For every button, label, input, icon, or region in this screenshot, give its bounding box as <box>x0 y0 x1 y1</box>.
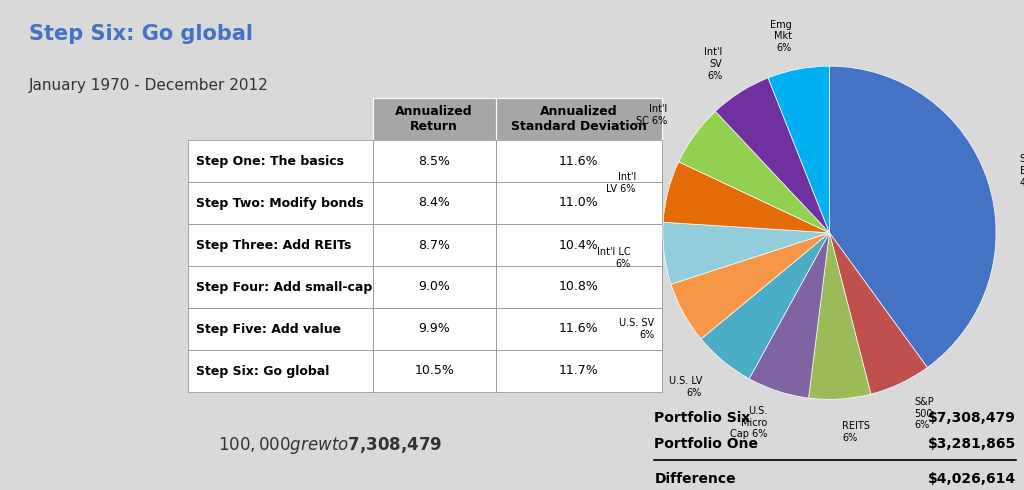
Wedge shape <box>750 233 829 398</box>
Text: 8.5%: 8.5% <box>418 154 451 168</box>
Bar <box>188 182 373 224</box>
Text: Int'l
SV
6%: Int'l SV 6% <box>705 48 722 80</box>
Text: 11.0%: 11.0% <box>559 196 598 210</box>
Text: 11.6%: 11.6% <box>559 154 598 168</box>
Bar <box>496 350 662 392</box>
Text: S&P
500
6%: S&P 500 6% <box>914 397 934 430</box>
Text: 10.4%: 10.4% <box>559 239 598 251</box>
Bar <box>373 308 496 350</box>
Text: Step Three: Add REITs: Step Three: Add REITs <box>196 239 351 251</box>
Bar <box>188 266 373 308</box>
Bar <box>188 350 373 392</box>
Text: Int'l
SC 6%: Int'l SC 6% <box>637 104 668 126</box>
Text: Portfolio One: Portfolio One <box>654 437 759 451</box>
Bar <box>496 182 662 224</box>
Bar <box>188 308 373 350</box>
Text: January 1970 - December 2012: January 1970 - December 2012 <box>29 78 268 94</box>
Text: Int'l LC
6%: Int'l LC 6% <box>597 247 631 269</box>
Text: Short/Int.
Bonds
40%: Short/Int. Bonds 40% <box>1020 154 1024 188</box>
Text: Int'l
LV 6%: Int'l LV 6% <box>606 172 636 194</box>
Bar <box>373 266 496 308</box>
Bar <box>496 266 662 308</box>
Text: $3,281,865: $3,281,865 <box>928 437 1016 451</box>
Text: Step Four: Add small-cap: Step Four: Add small-cap <box>196 280 372 294</box>
Text: 8.4%: 8.4% <box>418 196 451 210</box>
Text: Emg
Mkt
6%: Emg Mkt 6% <box>770 20 792 53</box>
Text: Step Six: Go global: Step Six: Go global <box>196 365 329 377</box>
Text: Step Two: Modify bonds: Step Two: Modify bonds <box>196 196 364 210</box>
Bar <box>496 224 662 266</box>
Text: REITS
6%: REITS 6% <box>842 421 869 443</box>
Bar <box>496 98 662 140</box>
Wedge shape <box>701 233 829 379</box>
Text: Step One: The basics: Step One: The basics <box>196 154 344 168</box>
Text: 8.7%: 8.7% <box>418 239 451 251</box>
Text: $4,026,614: $4,026,614 <box>928 472 1016 487</box>
Text: $7,308,479: $7,308,479 <box>929 411 1016 425</box>
Text: Annualized
Standard Deviation: Annualized Standard Deviation <box>511 105 646 133</box>
Text: Portfolio Six: Portfolio Six <box>654 411 751 425</box>
Text: 9.0%: 9.0% <box>418 280 451 294</box>
Bar <box>373 224 496 266</box>
Text: U.S. SV
6%: U.S. SV 6% <box>620 318 654 340</box>
Wedge shape <box>716 78 829 233</box>
Wedge shape <box>829 66 996 368</box>
Text: 9.9%: 9.9% <box>418 322 451 336</box>
Bar <box>373 350 496 392</box>
Text: 10.5%: 10.5% <box>415 365 454 377</box>
Bar <box>496 308 662 350</box>
Text: Step Five: Add value: Step Five: Add value <box>196 322 341 336</box>
Wedge shape <box>664 162 829 233</box>
Bar <box>373 98 496 140</box>
Wedge shape <box>671 233 829 339</box>
Text: Difference: Difference <box>654 472 736 487</box>
Text: Annualized
Return: Annualized Return <box>395 105 473 133</box>
Bar <box>373 140 496 182</box>
Text: U.S. LV
6%: U.S. LV 6% <box>669 376 702 397</box>
Wedge shape <box>679 111 829 233</box>
Text: U.S.
Micro
Cap 6%: U.S. Micro Cap 6% <box>730 406 768 440</box>
Text: $100,000 grew to $7,308,479: $100,000 grew to $7,308,479 <box>217 436 442 456</box>
Text: 11.7%: 11.7% <box>559 365 598 377</box>
Bar <box>496 140 662 182</box>
Bar <box>373 182 496 224</box>
Text: Step Six: Go global: Step Six: Go global <box>29 24 253 45</box>
Wedge shape <box>829 233 928 394</box>
Wedge shape <box>809 233 870 399</box>
Bar <box>188 140 373 182</box>
Text: 11.6%: 11.6% <box>559 322 598 336</box>
Text: 10.8%: 10.8% <box>559 280 598 294</box>
Wedge shape <box>768 66 829 233</box>
Bar <box>188 224 373 266</box>
Wedge shape <box>663 222 829 284</box>
